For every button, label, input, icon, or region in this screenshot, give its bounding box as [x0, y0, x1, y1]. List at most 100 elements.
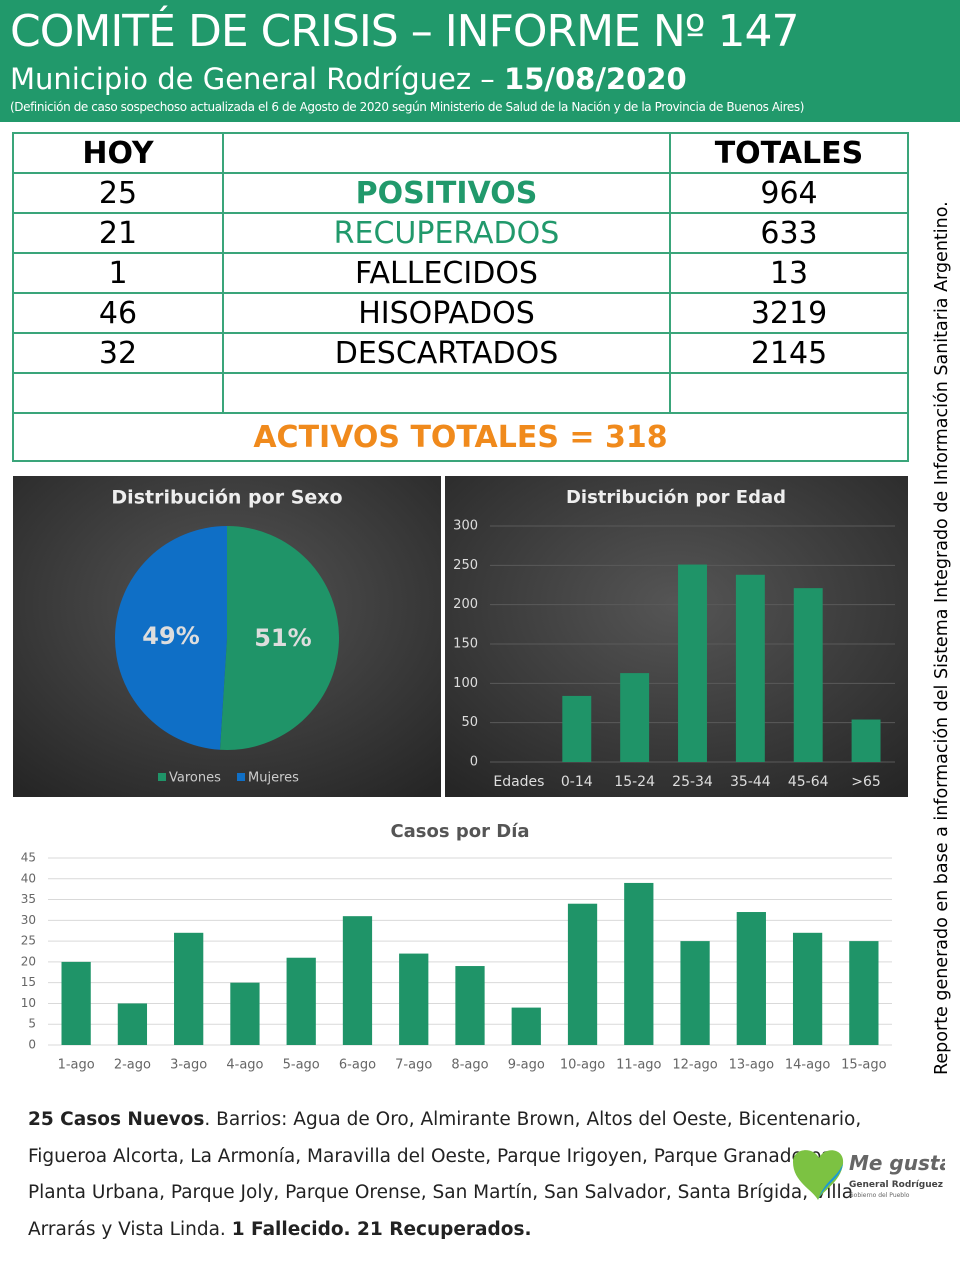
side-note: Reporte generado en base a información d… [932, 201, 952, 1075]
y-tick-label: 250 [453, 558, 478, 573]
logo-place: General Rodríguez [849, 1180, 943, 1190]
subtitle: Municipio de General Rodríguez – 15/08/2… [10, 62, 687, 96]
pie-slice [114, 526, 227, 750]
chart-title: Distribución por Sexo [111, 487, 342, 509]
bar [735, 574, 765, 762]
y-tick-label: 30 [21, 913, 36, 927]
y-tick-label: 5 [28, 1017, 36, 1031]
empty-cell [222, 372, 671, 414]
bar [851, 719, 881, 762]
y-tick-label: 0 [470, 755, 478, 770]
table-row: 25 POSITIVOS 964 [12, 172, 909, 214]
bar [562, 695, 592, 762]
slice-label: 49% [142, 622, 199, 650]
x-tick-label: 11-ago [616, 1058, 661, 1073]
empty-cell [12, 372, 224, 414]
summary-table: HOY TOTALES 25 POSITIVOS 964 21 RECUPERADOS 63… [12, 132, 909, 462]
bar [567, 903, 598, 1045]
today-cell: 1 [12, 252, 224, 294]
today-cell: 21 [12, 212, 224, 254]
table-row: 21 RECUPERADOS 633 [12, 212, 909, 254]
bar [230, 982, 260, 1045]
x-tick-label: 35-44 [730, 774, 771, 790]
title: COMITÉ DE CRISIS – INFORME Nº 147 [10, 6, 799, 57]
col-total: TOTALES [669, 132, 909, 174]
y-tick-label: 20 [21, 954, 36, 968]
table-row: 1 FALLECIDOS 13 [12, 252, 909, 294]
today-cell: 32 [12, 332, 224, 374]
y-tick-label: 50 [461, 715, 478, 730]
x-tick-label: 9-ago [508, 1058, 545, 1073]
today-cell: 25 [12, 172, 224, 214]
x-tick-label: 2-ago [114, 1058, 151, 1073]
y-tick-label: 25 [21, 934, 36, 948]
y-tick-label: 10 [21, 996, 36, 1010]
x-tick-label: 12-ago [672, 1058, 717, 1073]
legend-label: Varones [169, 771, 221, 786]
bar [511, 1007, 541, 1045]
bar [849, 941, 879, 1045]
table-row: 32 DESCARTADOS 2145 [12, 332, 909, 374]
x-tick-label: 13-ago [729, 1058, 774, 1073]
x-tick-label: 1-ago [58, 1058, 95, 1073]
bar [792, 932, 823, 1045]
total-cell: 13 [669, 252, 909, 294]
slice-label: 51% [254, 624, 311, 652]
total-cell: 3219 [669, 292, 909, 334]
x-tick-label: 5-ago [283, 1058, 320, 1073]
y-tick-label: 300 [453, 519, 478, 534]
footer-tail: 1 Fallecido. 21 Recuperados. [231, 1218, 532, 1240]
x-tick-label: 15-24 [614, 774, 655, 790]
header: COMITÉ DE CRISIS – INFORME Nº 147 Munici… [0, 0, 960, 122]
x-tick-label: 45-64 [788, 774, 829, 790]
y-tick-label: 100 [453, 676, 478, 691]
chart-title: Distribución por Edad [566, 487, 786, 508]
bar [793, 588, 823, 762]
table-body: HOY TOTALES 25 POSITIVOS 964 21 RECUPERADOS 63… [12, 132, 909, 462]
legend-label: Mujeres [248, 771, 299, 786]
y-tick-label: 0 [28, 1038, 36, 1052]
x-axis-label: Edades [493, 774, 544, 790]
bar [286, 957, 316, 1045]
bar [678, 564, 707, 762]
bar [342, 916, 373, 1045]
bar [620, 673, 650, 762]
legend-swatch [158, 773, 166, 781]
y-tick-label: 15 [21, 975, 36, 989]
y-tick-label: 35 [21, 892, 36, 906]
bar [736, 912, 766, 1045]
footer-lead: 25 Casos Nuevos [28, 1109, 205, 1130]
bar [61, 961, 91, 1045]
note: (Definición de caso sospechoso actualiza… [10, 100, 804, 114]
bar [174, 932, 204, 1045]
bar [399, 953, 429, 1045]
x-tick-label: >65 [851, 774, 881, 790]
y-tick-label: 45 [21, 851, 36, 865]
logo-name: Me gusta [849, 1151, 945, 1175]
label-cell: POSITIVOS [222, 172, 671, 214]
chart-title: Casos por Día [390, 821, 529, 842]
total-cell: 964 [669, 172, 909, 214]
bar [680, 941, 710, 1045]
x-tick-label: 4-ago [226, 1058, 263, 1073]
x-tick-label: 25-34 [672, 774, 713, 790]
label-cell: FALLECIDOS [222, 252, 671, 294]
x-tick-label: 15-ago [841, 1058, 886, 1073]
bar [624, 882, 654, 1045]
y-tick-label: 200 [453, 597, 478, 612]
x-tick-label: 6-ago [339, 1058, 376, 1073]
date: 15/08/2020 [504, 62, 687, 96]
bar [117, 1003, 148, 1045]
label-cell: DESCARTADOS [222, 332, 671, 374]
y-tick-label: 40 [21, 871, 36, 885]
pie-slice [219, 526, 339, 750]
charts: Distribución por Sexo 51% Varones 49% Mujere… [13, 476, 908, 1073]
active-cell: ACTIVOS TOTALES = 318 [12, 412, 909, 462]
active-row: ACTIVOS TOTALES = 318 [12, 412, 909, 462]
col-today: HOY [12, 132, 224, 174]
x-tick-label: 0-14 [561, 774, 593, 790]
table-header: HOY TOTALES [12, 132, 909, 174]
total-cell: 2145 [669, 332, 909, 374]
col-label [222, 132, 671, 174]
